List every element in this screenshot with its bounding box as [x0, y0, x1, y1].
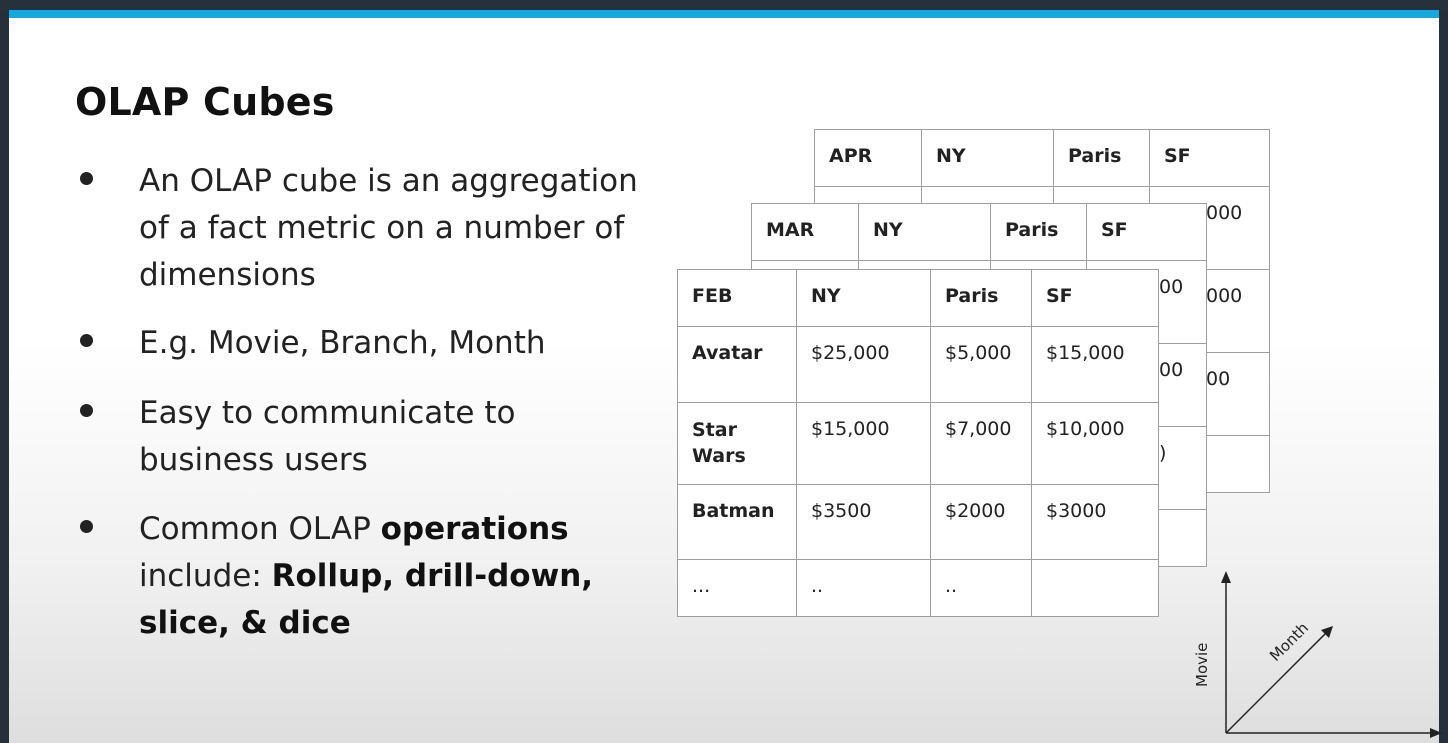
table-header-cell: FEB	[677, 269, 797, 327]
arrow-right-icon	[1430, 728, 1442, 738]
table-row: ... .. ..	[677, 559, 1159, 617]
bullet-bold-text: operations	[380, 511, 569, 547]
bullet-line: E.g. Movie, Branch, Month	[139, 325, 546, 361]
table-cell: ..	[930, 559, 1032, 617]
table-cell: $25,000	[796, 326, 931, 403]
table-header-cell: APR	[814, 129, 922, 187]
bullet-dot	[80, 172, 93, 185]
table-header-cell: Paris	[930, 269, 1032, 327]
bullet-dot	[80, 334, 93, 347]
arrow-diagonal-icon	[1321, 626, 1333, 638]
table-header-row: FEB NY Paris SF	[677, 269, 1159, 327]
month-axis-label: Month	[1266, 619, 1312, 665]
table-header-row: MAR NY Paris SF	[751, 203, 1207, 261]
bullet-text: Common OLAP operations include: Rollup, …	[139, 506, 593, 647]
movie-axis-label: Movie	[1193, 643, 1211, 687]
table-row: Avatar $25,000 $5,000 $15,000	[677, 326, 1159, 403]
table-cell: $3500	[796, 484, 931, 560]
bullet-text: E.g. Movie, Branch, Month	[139, 320, 546, 367]
bullet-line: Common OLAP	[139, 511, 381, 547]
table-header-cell: SF	[1086, 203, 1207, 261]
table-header-cell: Paris	[1053, 129, 1150, 187]
arrow-up-icon	[1221, 571, 1231, 583]
table-cell: $15,000	[796, 402, 931, 485]
table-cell: $3000	[1031, 484, 1159, 560]
bullet-bold-text: Rollup, drill-down,	[271, 558, 594, 594]
feb-table: FEB NY Paris SF Avatar $25,000 $5,000 $1…	[677, 269, 1159, 617]
slide-title: OLAP Cubes	[75, 80, 335, 124]
table-header-cell: NY	[858, 203, 991, 261]
bullet-line: An OLAP cube is an aggregation	[139, 163, 638, 199]
table-header-cell: NY	[796, 269, 931, 327]
dimension-axes: Movie Month	[1180, 565, 1448, 743]
table-row: Star Wars $15,000 $7,000 $10,000	[677, 402, 1159, 485]
table-header-cell: Paris	[990, 203, 1087, 261]
table-cell: ..	[796, 559, 931, 617]
table-cell: ...	[677, 559, 797, 617]
bullet-line: dimensions	[139, 257, 316, 293]
bullet-bold-text: slice, & dice	[139, 605, 351, 641]
table-cell: $5,000	[930, 326, 1032, 403]
bullet-line: include:	[139, 558, 272, 594]
table-cell: $7,000	[930, 402, 1032, 485]
table-header-cell: SF	[1149, 129, 1270, 187]
bullet-dot	[80, 520, 93, 533]
table-cell: $10,000	[1031, 402, 1159, 485]
bullet-line: Easy to communicate to	[139, 395, 516, 431]
bullet-line: of a fact metric on a number of	[139, 210, 625, 246]
month-axis-line	[1225, 632, 1327, 734]
row-label-cell: Batman	[677, 484, 797, 560]
bullet-line: business users	[139, 442, 368, 478]
table-cell: $2000	[930, 484, 1032, 560]
table-cell	[1031, 559, 1159, 617]
table-header-row: APR NY Paris SF	[814, 129, 1270, 187]
bullet-text: Easy to communicate to business users	[139, 390, 515, 484]
table-cell: $15,000	[1031, 326, 1159, 403]
bullet-dot	[80, 404, 93, 417]
window-top-bar	[0, 0, 1448, 10]
table-header-cell: MAR	[751, 203, 859, 261]
table-header-cell: SF	[1031, 269, 1159, 327]
row-label-cell: Star Wars	[677, 402, 797, 485]
bullet-text: An OLAP cube is an aggregation of a fact…	[139, 158, 638, 299]
table-header-cell: NY	[921, 129, 1054, 187]
axes-diagram: Movie Month	[1193, 571, 1442, 738]
row-label-cell: Avatar	[677, 326, 797, 403]
table-row: Batman $3500 $2000 $3000	[677, 484, 1159, 560]
